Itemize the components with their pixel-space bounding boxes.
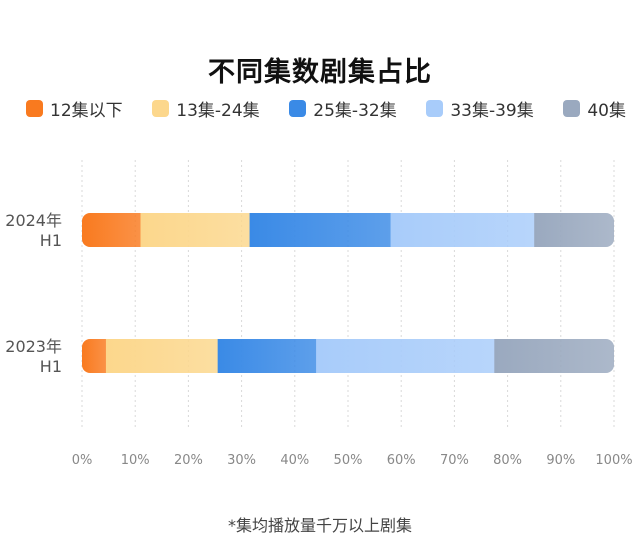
- bar-segment: [217, 339, 317, 373]
- legend-item-4: 33集-39集: [426, 96, 534, 121]
- bar-row: [82, 339, 614, 373]
- bar-segment: [82, 213, 142, 247]
- bar-segment: [534, 213, 614, 247]
- legend-item-1: 12集以下: [26, 96, 123, 121]
- legend-label: 13集-24集: [176, 101, 260, 121]
- footnote: *集均播放量千万以上剧集: [227, 516, 412, 535]
- category-label: H1: [40, 357, 62, 376]
- bar-segment: [105, 339, 219, 373]
- stacked-bar-chart: 0% 10% 20% 30% 40% 50% 60% 70% 80% 90% 100%2024年H1…: [5, 160, 633, 468]
- legend-item-5: 40集: [563, 96, 626, 121]
- legend-item-3: 25集-32集: [289, 96, 397, 121]
- bar-row: [82, 213, 614, 247]
- chart-title: 不同集数剧集占比: [208, 57, 432, 88]
- legend-label: 12集以下: [50, 101, 123, 121]
- x-tick-label: 60%: [387, 453, 416, 468]
- bar-segment: [494, 339, 614, 373]
- legend-swatch: [563, 100, 581, 117]
- legend-swatch: [426, 100, 444, 117]
- x-tick-label: 50%: [334, 453, 363, 468]
- bar-segment: [316, 339, 495, 373]
- chart-legend: 12集以下 13集-24集 25集-32集 33集-39集 40集: [26, 96, 626, 121]
- legend-swatch: [26, 100, 43, 117]
- bar-segment: [249, 213, 392, 247]
- x-tick-label: 40%: [280, 453, 309, 468]
- legend-label: 40集: [587, 101, 626, 121]
- category-label: H1: [40, 231, 62, 250]
- x-tick-label: 70%: [440, 453, 469, 468]
- legend-label: 33集-39集: [450, 101, 534, 121]
- x-tick-label: 90%: [546, 453, 575, 468]
- category-label: 2024年: [5, 211, 62, 230]
- legend-swatch: [152, 100, 170, 117]
- bar-segment: [140, 213, 251, 247]
- category-label: 2023年: [5, 337, 62, 356]
- legend-item-2: 13集-24集: [152, 96, 260, 121]
- x-tick-label: 0%: [72, 453, 93, 468]
- x-tick-label: 30%: [227, 453, 256, 468]
- x-tick-label: 20%: [174, 453, 203, 468]
- x-tick-label: 100%: [595, 453, 632, 468]
- x-tick-label: 80%: [493, 453, 522, 468]
- bar-segment: [390, 213, 535, 247]
- legend-label: 25集-32集: [313, 101, 397, 121]
- legend-swatch: [289, 100, 307, 117]
- x-tick-label: 10%: [121, 453, 150, 468]
- bar-segment: [82, 339, 107, 373]
